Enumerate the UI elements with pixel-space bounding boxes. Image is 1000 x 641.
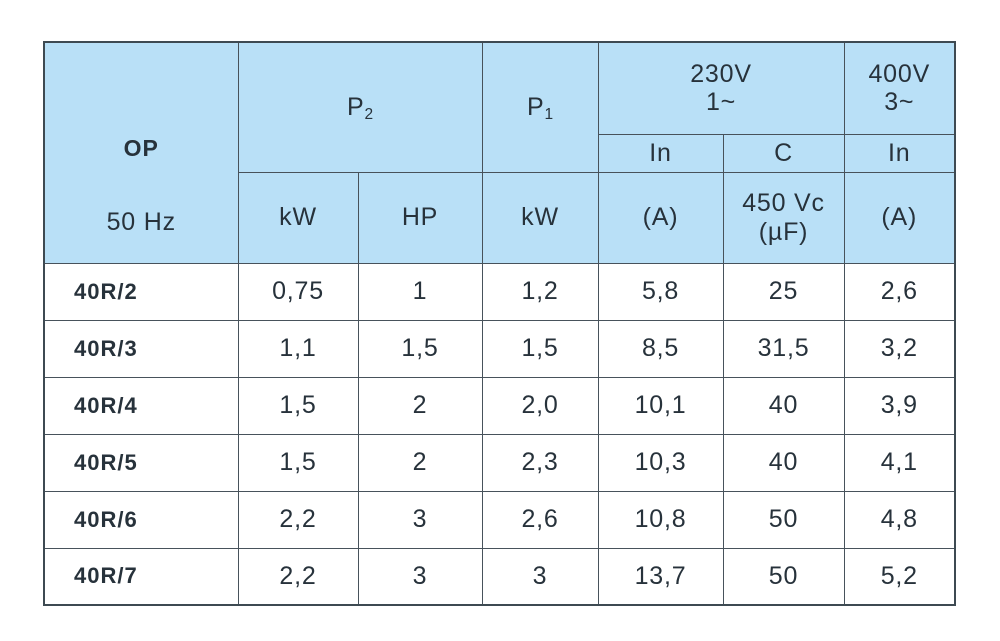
in-400-cell: 4,1 (843, 433, 956, 492)
table-row: 40R/5 1,5 2 2,3 10,3 40 4,1 (43, 433, 956, 492)
frequency-label: 50 Hz (106, 207, 176, 236)
in-230-header: In (597, 133, 724, 173)
op-label: OP (123, 134, 159, 161)
p2-kw-cell: 1,5 (237, 433, 359, 492)
p2-hp-cell: 1,5 (357, 319, 483, 378)
capacitor-cell: 25 (722, 262, 845, 321)
phase-1-label: 1~ (705, 88, 737, 117)
in-230-cell: 5,8 (597, 262, 724, 321)
voltage-400v-label: 400V (868, 60, 931, 89)
capacitor-cell: 40 (722, 376, 845, 435)
capacitor-cell: 40 (722, 433, 845, 492)
p2-hp-cell: 3 (357, 490, 483, 549)
spec-table-container: OP 50 Hz P2 P1 230V 1~ 400V 3~ In C In (43, 41, 957, 606)
in-400-cell: 5,2 (843, 547, 956, 606)
in-230-cell: 10,1 (597, 376, 724, 435)
p2-kw-cell: 1,5 (237, 376, 359, 435)
p2-kw-cell: 0,75 (237, 262, 359, 321)
in-230-cell: 10,3 (597, 433, 724, 492)
capacitor-cell: 50 (722, 547, 845, 606)
p1-label: P (526, 92, 545, 121)
model-cell: 40R/4 (43, 376, 239, 435)
p2-hp-cell: 3 (357, 547, 483, 606)
p2-kw-cell: 2,2 (237, 547, 359, 606)
capacitor-cell: 31,5 (722, 319, 845, 378)
in-400-cell: 3,2 (843, 319, 956, 378)
model-cell: 40R/5 (43, 433, 239, 492)
pump-spec-table: OP 50 Hz P2 P1 230V 1~ 400V 3~ In C In (43, 41, 957, 606)
p2-subscript: 2 (364, 106, 374, 124)
in-400-unit-header: (A) (843, 171, 956, 264)
header-row-symbols: In C In (44, 133, 956, 173)
in-230-cell: 10,8 (597, 490, 724, 549)
voltage-230v-label: 230V (690, 60, 752, 89)
in-230-cell: 8,5 (597, 319, 724, 378)
voltage-230v-header: 230V 1~ (597, 41, 845, 135)
capacitor-cell: 50 (722, 490, 845, 549)
p2-header: P2 (237, 41, 483, 173)
p2-kw-cell: 1,1 (237, 319, 359, 378)
in-230-unit-header: (A) (597, 171, 724, 264)
p1-kw-cell: 1,2 (481, 262, 599, 321)
p2-kw-cell: 2,2 (237, 490, 359, 549)
c-capacitor-header: C (722, 133, 845, 173)
in-400-cell: 3,9 (843, 376, 956, 435)
p1-kw-cell: 1,5 (481, 319, 599, 378)
model-cell: 40R/7 (43, 547, 239, 606)
p1-kw-cell: 2,3 (481, 433, 599, 492)
p2-hp-cell: 2 (357, 376, 483, 435)
p1-subscript: 1 (544, 106, 554, 124)
capacitor-uf-label: (µF) (758, 217, 809, 246)
capacitor-unit-header: 450 Vc (µF) (722, 171, 845, 264)
model-cell: 40R/2 (43, 262, 239, 321)
p2-kw-unit-header: kW (237, 171, 359, 264)
table-row: 40R/7 2,2 3 3 13,7 50 5,2 (43, 547, 956, 606)
p2-hp-unit-header: HP (357, 171, 483, 264)
p2-hp-cell: 1 (357, 262, 483, 321)
in-230-cell: 13,7 (597, 547, 724, 606)
table-row: 40R/4 1,5 2 2,0 10,1 40 3,9 (43, 376, 956, 435)
p2-hp-cell: 2 (357, 433, 483, 492)
header-row-groups: OP 50 Hz P2 P1 230V 1~ 400V 3~ (43, 41, 956, 264)
op-50hz-header: OP 50 Hz (43, 41, 239, 264)
in-400-header: In (843, 133, 956, 173)
p1-header: P1 (481, 41, 599, 173)
p1-kw-unit-header: kW (481, 171, 599, 264)
capacitor-voltage-label: 450 Vc (742, 188, 825, 217)
voltage-400v-header: 400V 3~ (843, 41, 956, 135)
model-cell: 40R/3 (43, 319, 239, 378)
in-400-cell: 4,8 (843, 490, 956, 549)
table-row: 40R/2 0,75 1 1,2 5,8 25 2,6 (43, 262, 956, 321)
in-400-cell: 2,6 (843, 262, 956, 321)
model-cell: 40R/6 (43, 490, 239, 549)
p1-kw-cell: 2,6 (481, 490, 599, 549)
p1-kw-cell: 3 (481, 547, 599, 606)
phase-3-label: 3~ (884, 88, 915, 117)
table-row: 40R/6 2,2 3 2,6 10,8 50 4,8 (43, 490, 956, 549)
table-row: 40R/3 1,1 1,5 1,5 8,5 31,5 3,2 (43, 319, 956, 378)
p1-kw-cell: 2,0 (481, 376, 599, 435)
p2-label: P (346, 92, 365, 121)
header-row-units: kW HP kW (A) 450 Vc (µF) (A) (44, 171, 956, 264)
